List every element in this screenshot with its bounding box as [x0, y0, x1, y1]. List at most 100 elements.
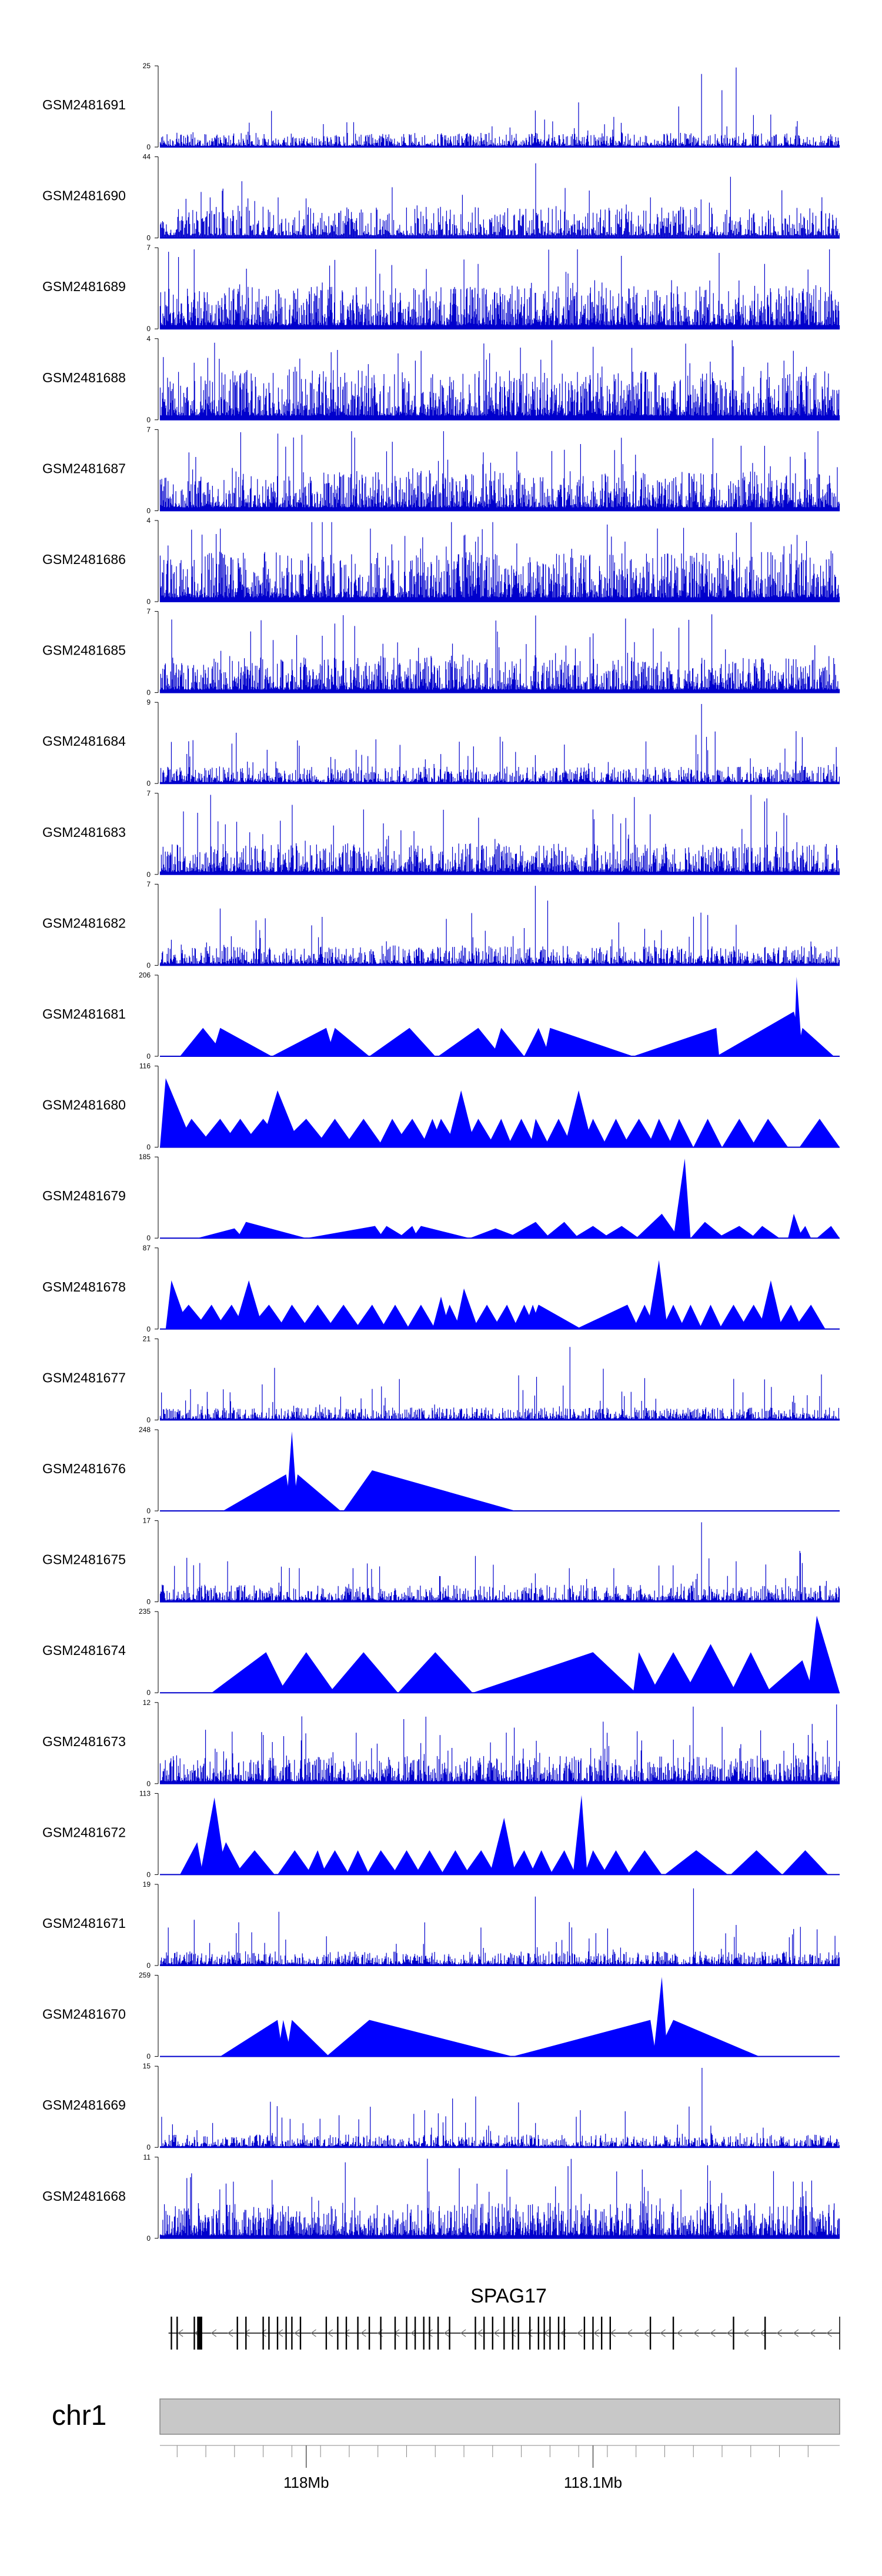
peak-region: [602, 1119, 630, 1147]
track-GSM2481675: GSM2481675 17 0: [42, 1517, 840, 1606]
y-axis-max-label: 7: [146, 789, 151, 798]
peak-region: [180, 1842, 203, 1875]
peak-region: [366, 1850, 398, 1875]
exon: [198, 2317, 202, 2350]
peak-region: [530, 1304, 582, 1329]
track-label: GSM2481683: [42, 825, 126, 840]
y-axis-min-label: 0: [146, 870, 151, 879]
peak-region: [415, 1850, 444, 1875]
peak-region: [249, 1304, 286, 1329]
exon: [492, 2317, 493, 2350]
peak-region: [530, 1119, 550, 1147]
track-GSM2481678: GSM2481678 87 0: [42, 1244, 840, 1333]
peak-region: [168, 1304, 209, 1329]
track-GSM2481681: GSM2481681 206 0: [42, 971, 840, 1060]
exon: [380, 2317, 382, 2350]
peak-region: [211, 1027, 272, 1056]
strand-arrow: [660, 2329, 666, 2337]
peak-region: [292, 1474, 341, 1511]
peak-region: [722, 1119, 757, 1147]
y-axis-min-label: 0: [146, 779, 151, 788]
track-GSM2481684: GSM2481684 9 0: [42, 698, 840, 788]
peak-region: [489, 1817, 516, 1875]
peak-region: [211, 1652, 286, 1693]
strand-arrow: [327, 2329, 333, 2337]
track-GSM2481674: GSM2481674 235 0: [42, 1607, 840, 1697]
peak-region: [194, 1304, 226, 1329]
track-label: GSM2481684: [42, 733, 126, 749]
strand-arrow: [427, 2329, 433, 2337]
peak-region: [397, 1652, 473, 1693]
axis-major-label: 118.1Mb: [564, 2474, 622, 2491]
signal-bars: [159, 431, 840, 511]
exon: [325, 2317, 328, 2350]
y-axis-max-label: 235: [139, 1607, 151, 1616]
peak-region: [260, 1090, 300, 1147]
track-label: GSM2481689: [42, 279, 126, 294]
track-GSM2481687: GSM2481687 7 0: [42, 425, 840, 515]
exon: [268, 2317, 270, 2350]
exon: [503, 2317, 505, 2350]
peak-region: [472, 1304, 502, 1329]
track-GSM2481682: GSM2481682 7 0: [42, 880, 840, 969]
track-GSM2481671: GSM2481671 19 0: [42, 1880, 840, 1970]
peak-region: [796, 1027, 834, 1056]
peak-region: [320, 1850, 349, 1875]
signal-bars: [159, 795, 840, 875]
strand-arrow: [760, 2329, 766, 2337]
peak-region: [464, 1850, 496, 1875]
exon: [337, 2317, 339, 2350]
track-GSM2481686: GSM2481686 4 0: [42, 516, 840, 606]
peak-region: [220, 2020, 283, 2057]
track-label: GSM2481685: [42, 643, 126, 658]
y-axis-max-label: 7: [146, 243, 151, 252]
y-axis-min-label: 0: [146, 143, 151, 151]
track-label: GSM2481668: [42, 2188, 126, 2204]
peak-region: [315, 1119, 355, 1147]
y-axis-min-label: 0: [146, 1961, 151, 1970]
peak-region: [788, 1213, 803, 1239]
strand-arrow: [693, 2329, 699, 2337]
track-GSM2481669: GSM2481669 15 0: [42, 2062, 840, 2151]
peak-region: [582, 1119, 607, 1147]
track-label: GSM2481686: [42, 552, 126, 567]
peak-region: [633, 1652, 659, 1693]
y-axis-max-label: 15: [143, 2062, 151, 2070]
peak-region: [326, 2020, 513, 2057]
peak-region: [455, 1288, 479, 1329]
peak-region: [750, 1226, 780, 1239]
peak-region: [782, 1850, 828, 1875]
peak-region: [794, 1304, 826, 1329]
peak-region: [662, 1304, 685, 1329]
exon: [592, 2317, 594, 2350]
track-GSM2481670: GSM2481670 259 0: [42, 1971, 840, 2061]
y-axis-min-label: 0: [146, 689, 151, 697]
track-label: GSM2481691: [42, 97, 126, 112]
strand-arrow: [493, 2329, 500, 2337]
strand-arrow: [260, 2329, 267, 2337]
exon: [563, 2317, 565, 2350]
signal-bars: [160, 163, 840, 238]
peak-region: [472, 1652, 636, 1693]
peak-region: [699, 1304, 722, 1329]
exon: [583, 2317, 586, 2350]
peak-region: [576, 1304, 639, 1329]
exon: [406, 2317, 407, 2350]
y-axis-min-label: 0: [146, 1870, 151, 1878]
y-axis-max-label: 21: [143, 1334, 151, 1343]
signal-bars: [159, 1522, 840, 1602]
track-GSM2481689: GSM2481689 7 0: [42, 243, 840, 333]
y-axis-max-label: 206: [139, 971, 151, 979]
signal-bars: [159, 2067, 840, 2148]
peak-region: [412, 1226, 470, 1239]
peak-region: [406, 1304, 436, 1329]
strand-arrow: [310, 2329, 316, 2337]
peak-region: [438, 1027, 502, 1056]
y-axis-min-label: 0: [146, 506, 151, 515]
y-axis-min-label: 0: [146, 2053, 151, 2061]
exon: [475, 2317, 476, 2350]
signal-bars: [159, 2158, 840, 2238]
y-axis-min-label: 0: [146, 1234, 151, 1242]
y-axis-min-label: 0: [146, 1325, 151, 1333]
exon: [733, 2317, 734, 2350]
